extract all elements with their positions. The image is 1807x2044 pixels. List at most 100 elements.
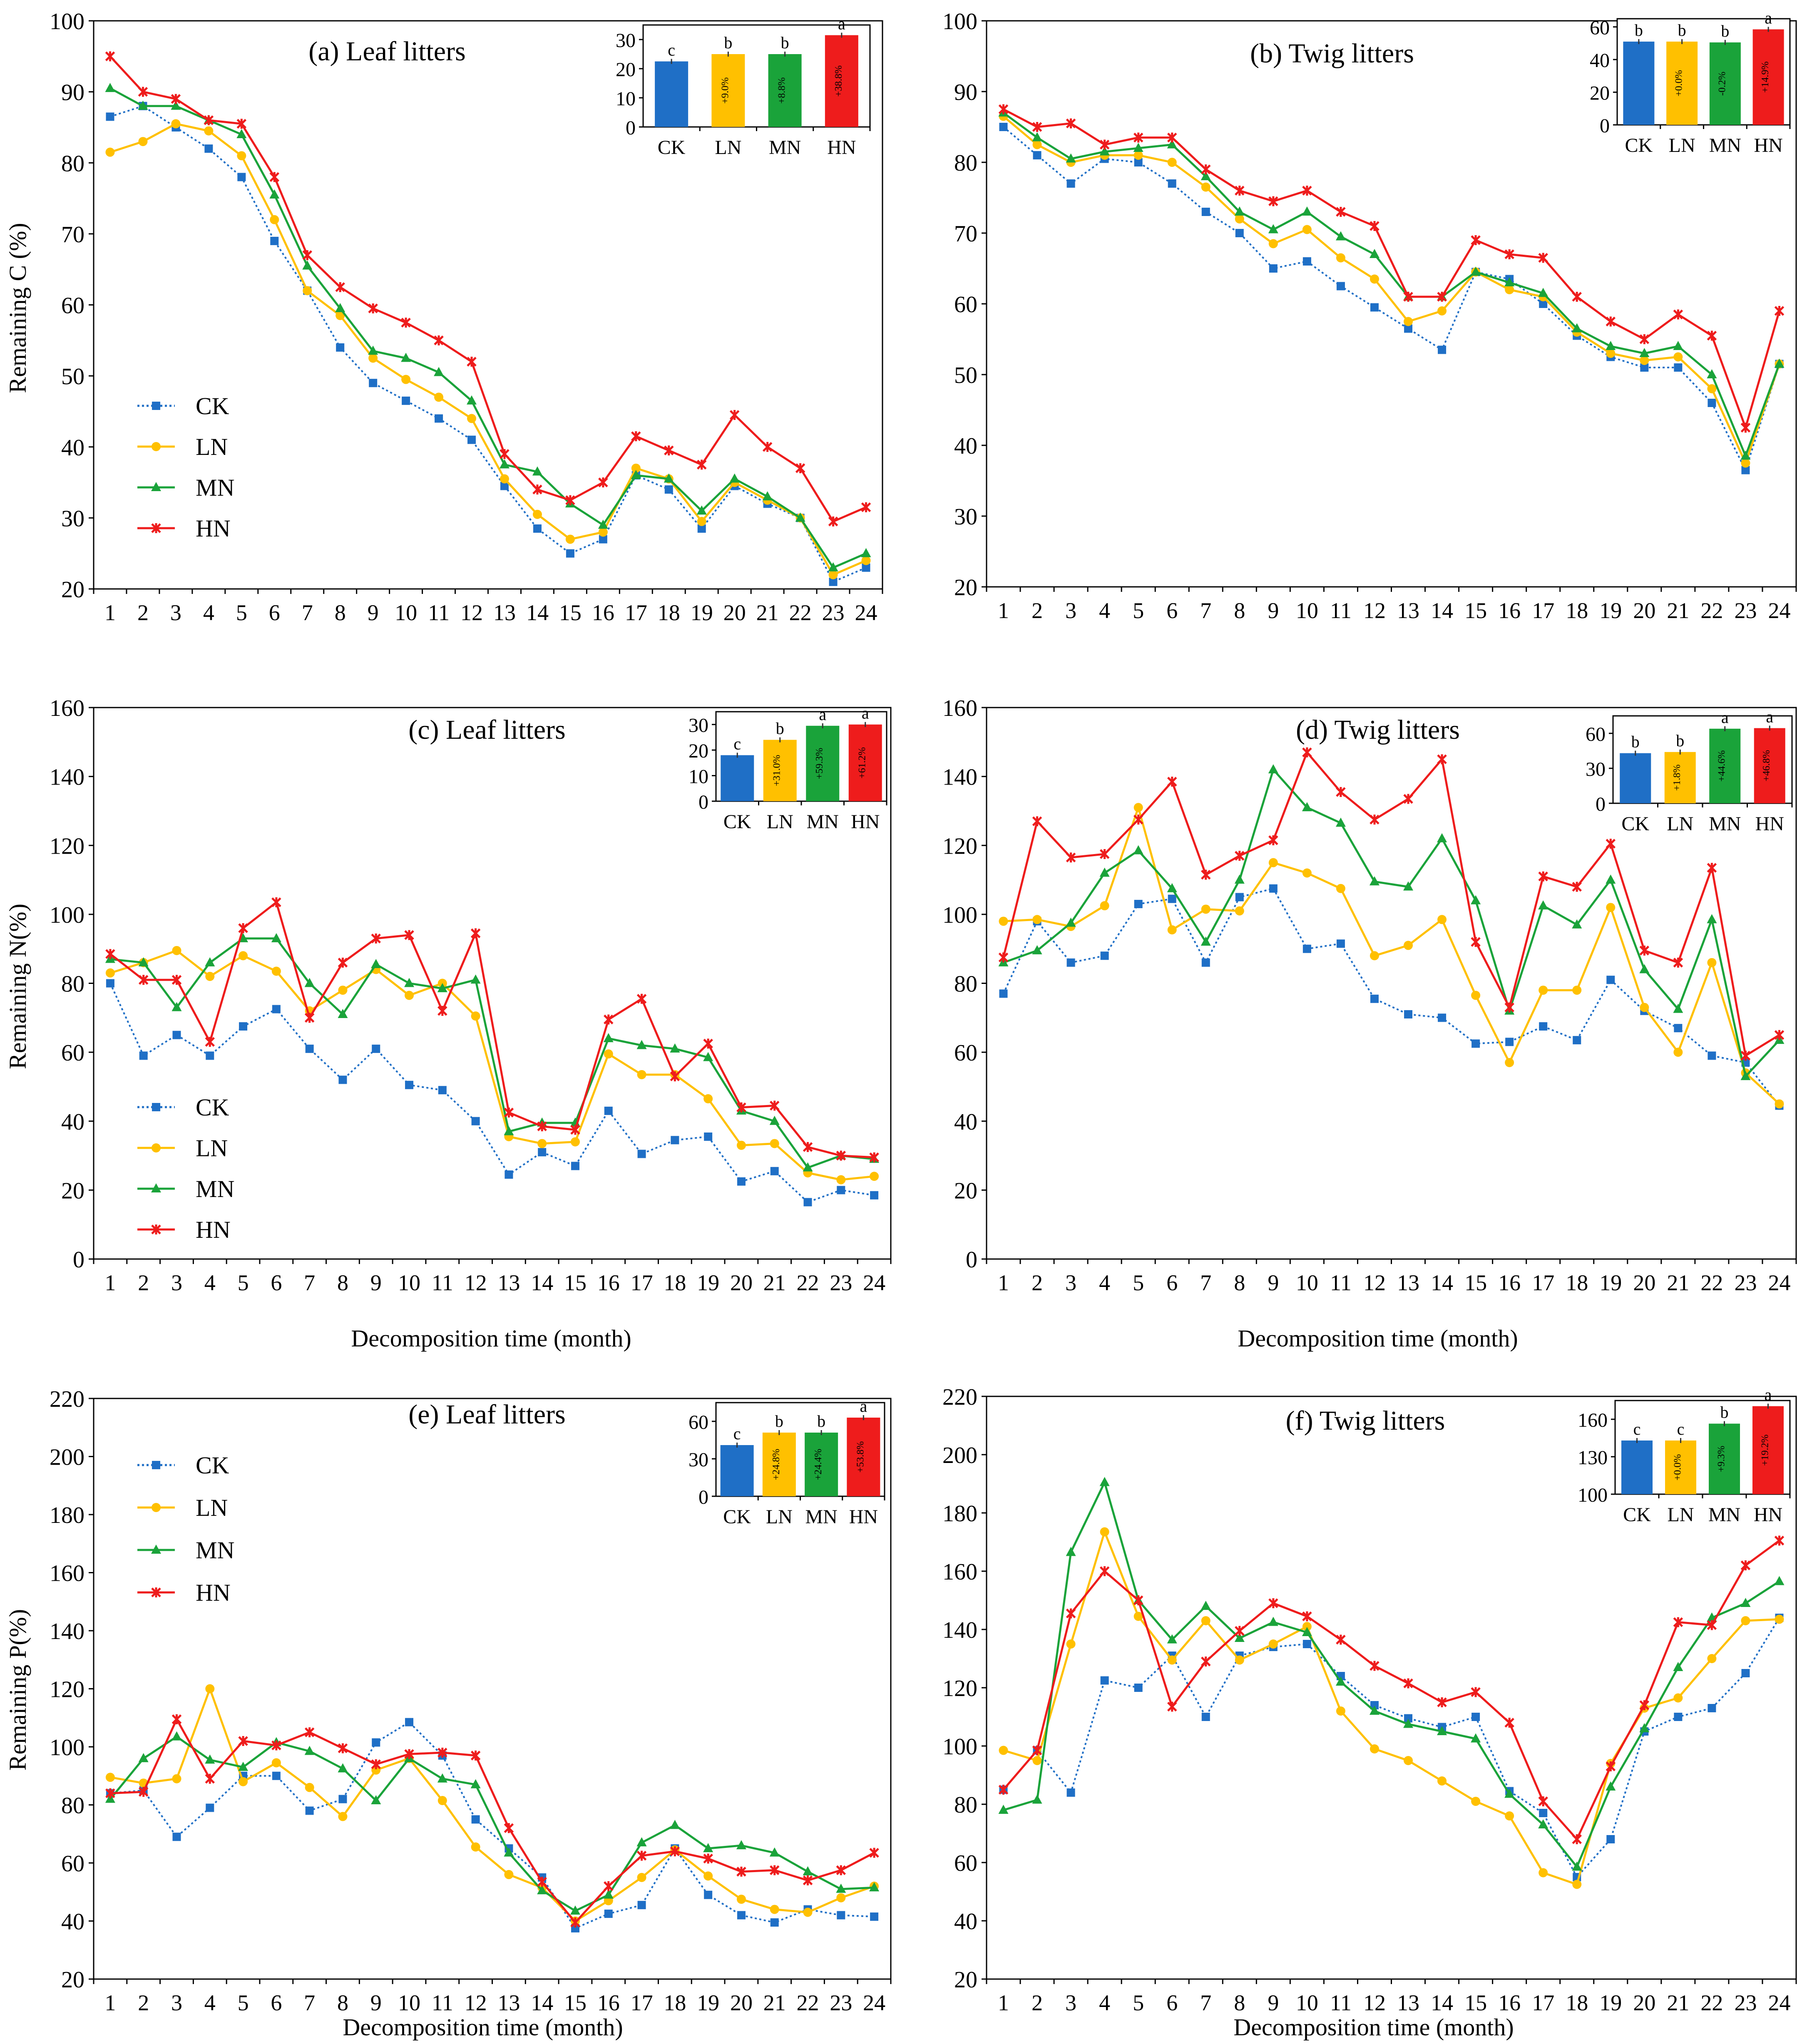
panel-f-hn-point bbox=[1504, 1718, 1514, 1728]
panel-c-mn-point bbox=[603, 1033, 614, 1042]
panel-a-ln-point bbox=[303, 286, 312, 296]
panel-c-mn-point bbox=[371, 959, 381, 968]
panel-f-y-tick-label: 160 bbox=[942, 1559, 977, 1585]
panel-d-hn-point bbox=[1066, 852, 1076, 863]
panel-c-hn-point bbox=[304, 1013, 315, 1023]
panel-c-mn-line bbox=[110, 937, 875, 1169]
panel-a-inset-category-label: CK bbox=[658, 137, 686, 159]
panel-c-x-tick-label: 8 bbox=[337, 1270, 348, 1295]
panel-e-ln-point bbox=[205, 1684, 215, 1694]
panel-b-ln-point bbox=[1404, 317, 1413, 326]
panel-e-x-tick-label: 1 bbox=[104, 1990, 116, 2015]
panel-d-ck-point bbox=[1438, 1013, 1447, 1022]
panel-a-ln-point bbox=[861, 556, 871, 565]
panel-f-ck-point bbox=[1404, 1714, 1413, 1723]
panel-e-hn-point bbox=[304, 1727, 315, 1738]
panel-e-ck-point bbox=[172, 1833, 181, 1841]
panel-d-inset: 0 30 60 b CK b +1.8% LN a +44.6% MN a +46.8% HN bbox=[1586, 707, 1793, 835]
panel-b-y-tick-label: 100 bbox=[942, 9, 977, 35]
panel-f-mn-point bbox=[1201, 1601, 1211, 1610]
panel-e-ln-point bbox=[836, 1893, 846, 1902]
panel-e-x-tick-label: 23 bbox=[830, 1990, 852, 2015]
panel-a-mn-point bbox=[861, 548, 871, 557]
panel-c-x-tick-label: 12 bbox=[465, 1270, 487, 1295]
panel-d-mn-point bbox=[1268, 764, 1278, 774]
panel-d-y-tick-label: 140 bbox=[942, 765, 977, 790]
panel-a-ck-point bbox=[336, 343, 345, 352]
panel-e-legend-label-ck: CK bbox=[196, 1452, 229, 1479]
panel-a-hn-point bbox=[401, 318, 411, 328]
panel-a-ln-point bbox=[565, 534, 575, 544]
panel-e-x-tick-label: 21 bbox=[763, 1990, 786, 2015]
panel-f: (f) Twig litters Decomposition time (mon… bbox=[942, 1384, 1797, 2041]
panel-a-inset-change-label: +8.8% bbox=[777, 77, 788, 104]
panel-e-legend-ck-point bbox=[152, 1461, 160, 1469]
panel-b-x-tick-label: 4 bbox=[1099, 598, 1110, 623]
panel-d-x-tick-label: 7 bbox=[1200, 1270, 1211, 1295]
panel-e-mn-point bbox=[138, 1753, 149, 1762]
panel-c-inset-y-tick-label: 10 bbox=[688, 766, 708, 788]
panel-d-inset-significance-letter: a bbox=[1766, 707, 1773, 726]
panel-f-mn-point bbox=[1639, 1723, 1650, 1732]
panel-b-y-tick-label: 90 bbox=[954, 79, 977, 105]
panel-c-inset-y-tick-label: 20 bbox=[688, 740, 708, 762]
panel-c-mn-point bbox=[271, 933, 281, 942]
panel-d-ck-point bbox=[1471, 1039, 1480, 1048]
panel-a-x-tick-label: 12 bbox=[460, 600, 483, 625]
panel-e-ck-point bbox=[770, 1918, 779, 1927]
panel-d-ck-point bbox=[999, 989, 1008, 998]
panel-d-x-tick-label: 11 bbox=[1330, 1270, 1352, 1295]
panel-b-hn-point bbox=[1740, 422, 1751, 433]
panel-f-x-tick-label: 12 bbox=[1363, 1990, 1386, 2015]
panel-d-ck-point bbox=[1674, 1024, 1683, 1033]
panel-d-mn-point bbox=[1032, 945, 1042, 954]
panel-d-inset-category-label: LN bbox=[1667, 813, 1693, 835]
panel-d-ln-point bbox=[1606, 903, 1616, 912]
panel-b-inset-significance-letter: b bbox=[1721, 22, 1729, 40]
panel-c-x-tick-label: 3 bbox=[171, 1270, 182, 1295]
panel-c-x-tick-label: 7 bbox=[304, 1270, 315, 1295]
panel-d-mn-point bbox=[1335, 817, 1346, 827]
panel-e-ck-point bbox=[305, 1806, 314, 1815]
panel-a-ck-point bbox=[697, 524, 706, 533]
panel-f-inset-significance-letter: b bbox=[1720, 1403, 1729, 1422]
panel-f-inset-bar-hn bbox=[1752, 1406, 1784, 1494]
panel-a-x-tick-label: 10 bbox=[395, 600, 417, 625]
panel-a-x-tick-label: 20 bbox=[723, 600, 746, 625]
panel-c-ck-point bbox=[571, 1162, 579, 1170]
panel-a-ck-point bbox=[862, 563, 870, 572]
panel-c-ck-point bbox=[803, 1198, 812, 1207]
panel-a-inset-change-label: +38.8% bbox=[833, 65, 844, 97]
panel-b-y-tick-label: 40 bbox=[954, 433, 977, 459]
panel-e-ln-point bbox=[736, 1895, 746, 1904]
panel-d-x-tick-label: 21 bbox=[1667, 1270, 1689, 1295]
panel-f-y-tick-label: 140 bbox=[942, 1617, 977, 1643]
panel-a-inset-category-label: LN bbox=[715, 137, 741, 159]
panel-f-hn-point bbox=[1707, 1620, 1717, 1630]
panel-c-ck-point bbox=[604, 1106, 613, 1115]
panel-b-x-tick-label: 21 bbox=[1667, 598, 1689, 623]
panel-c-inset-bar-hn bbox=[848, 724, 882, 801]
panel-d-inset-category-label: HN bbox=[1755, 813, 1784, 835]
panel-a-hn-point bbox=[631, 431, 641, 442]
panel-e-y-tick-label: 160 bbox=[50, 1561, 85, 1587]
panel-d-mn-point bbox=[1167, 883, 1177, 892]
panel-e-y-tick-label: 80 bbox=[61, 1793, 85, 1819]
panel-b-inset-category-label: LN bbox=[1669, 134, 1695, 156]
panel-a-inset-bar-mn bbox=[768, 54, 802, 127]
panel-b-inset-change-label: +14.9% bbox=[1760, 61, 1771, 93]
panel-d-ck-point bbox=[1573, 1036, 1581, 1045]
panel-c-y-tick-label: 100 bbox=[50, 902, 85, 928]
panel-c-ln-point bbox=[537, 1139, 547, 1148]
panel-d-hn-point bbox=[1707, 863, 1717, 873]
panel-b-x-tick-label: 24 bbox=[1768, 598, 1790, 623]
panel-e-x-tick-label: 22 bbox=[797, 1990, 819, 2015]
panel-d-ln-point bbox=[1100, 901, 1109, 911]
panel-e-inset-y-tick-label: 30 bbox=[688, 1449, 708, 1471]
panel-d-hn-point bbox=[1572, 882, 1582, 892]
panel-e-hn-point bbox=[338, 1743, 348, 1753]
panel-e-ck-point bbox=[372, 1738, 380, 1747]
panel-d-x-tick-label: 12 bbox=[1363, 1270, 1386, 1295]
panel-c-hn-point bbox=[604, 1014, 614, 1025]
panel-d-ln-point bbox=[1471, 991, 1481, 1000]
